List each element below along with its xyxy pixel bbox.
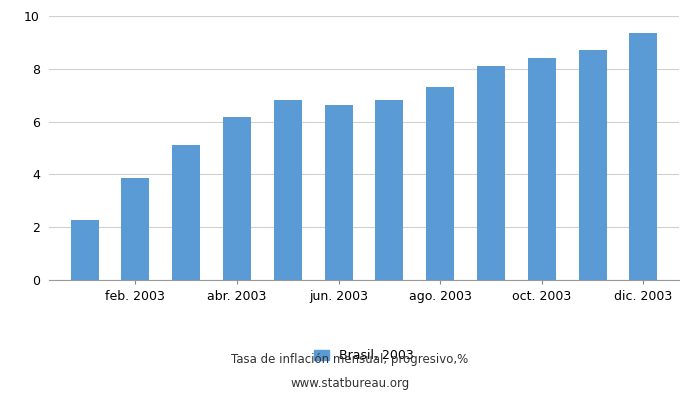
Bar bbox=[426, 87, 454, 280]
Bar bbox=[579, 50, 607, 280]
Bar bbox=[477, 66, 505, 280]
Bar bbox=[528, 58, 556, 280]
Bar bbox=[375, 100, 403, 280]
Legend: Brasil, 2003: Brasil, 2003 bbox=[309, 344, 419, 367]
Text: Tasa de inflación mensual, progresivo,%: Tasa de inflación mensual, progresivo,% bbox=[232, 354, 468, 366]
Text: www.statbureau.org: www.statbureau.org bbox=[290, 378, 410, 390]
Bar bbox=[629, 33, 657, 280]
Bar bbox=[274, 100, 302, 280]
Bar bbox=[172, 145, 200, 280]
Bar bbox=[223, 117, 251, 280]
Bar bbox=[325, 105, 353, 280]
Bar bbox=[121, 178, 149, 280]
Bar bbox=[71, 220, 99, 280]
